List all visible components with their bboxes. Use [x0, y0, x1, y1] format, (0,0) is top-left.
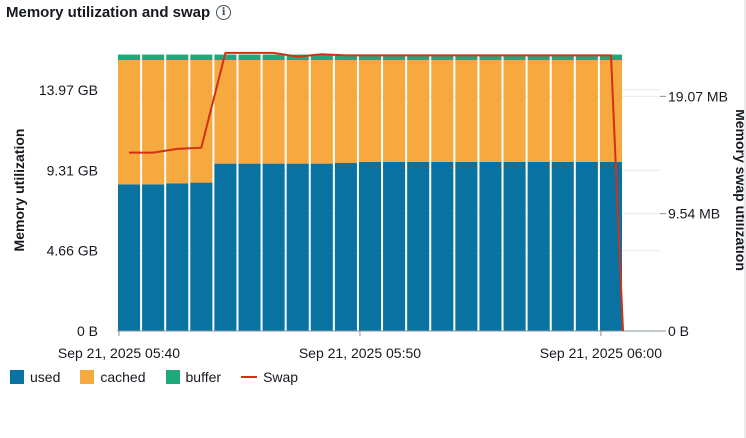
- y-tick-label: 0 B: [77, 323, 98, 339]
- y2-tick-label: 9.54 MB: [668, 206, 720, 222]
- y-tick-label: 9.31 GB: [47, 162, 98, 178]
- legend-swatch-buffer: [165, 370, 180, 384]
- y2-tick-label: 19.07 MB: [668, 88, 728, 104]
- bar-used: [358, 161, 382, 331]
- bar-used: [383, 161, 406, 331]
- bar-cached: [118, 60, 141, 185]
- bar-cached: [310, 60, 333, 164]
- legend-item-swap[interactable]: Swap: [241, 369, 298, 385]
- widget-title: Memory utilization and swap i: [6, 4, 232, 21]
- bar-buffer: [551, 54, 574, 61]
- bar-used: [166, 183, 189, 331]
- swap-line: [129, 51, 624, 332]
- legend-label-buffer: buffer: [185, 369, 222, 385]
- bar-used: [118, 184, 141, 331]
- bar-used: [455, 161, 478, 331]
- bar-used: [551, 161, 574, 331]
- bar-buffer: [527, 54, 550, 61]
- bar-cached: [286, 60, 309, 164]
- y2-axis-title: Memory swap utilization: [733, 109, 746, 271]
- bar-cached: [527, 60, 550, 162]
- bar-buffer: [575, 54, 598, 61]
- bar-used: [262, 163, 285, 331]
- info-icon[interactable]: i: [216, 5, 232, 20]
- bar-buffer: [190, 54, 213, 61]
- legend-item-used[interactable]: used: [10, 369, 60, 385]
- legend-label-swap: Swap: [263, 369, 299, 385]
- y-tick-label: 4.66 GB: [47, 243, 98, 259]
- bar-cached: [431, 60, 454, 162]
- bar-used: [190, 182, 213, 331]
- bar-buffer: [142, 54, 165, 61]
- y-tick-label: 13.97 GB: [39, 82, 98, 98]
- chart-legend: used cached buffer Swap: [10, 369, 318, 385]
- bar-used: [334, 162, 357, 331]
- x-tick-label: Sep 21, 2025 06:00: [540, 345, 662, 361]
- bar-cached: [551, 60, 574, 162]
- bar-used: [407, 161, 430, 331]
- bar-buffer: [166, 54, 189, 61]
- bar-used: [575, 161, 598, 331]
- bar-used: [431, 161, 454, 331]
- y2-tick-label: 0 B: [668, 323, 689, 339]
- bar-buffer: [310, 54, 333, 61]
- bar-cached: [238, 60, 261, 164]
- bar-cached: [407, 60, 430, 162]
- bar-cached: [142, 60, 165, 185]
- bar-buffer: [479, 54, 502, 61]
- bar-cached: [358, 60, 382, 162]
- bar-cached: [262, 60, 285, 164]
- bar-cached: [599, 60, 622, 162]
- bar-buffer: [455, 54, 478, 61]
- bar-cached: [455, 60, 478, 162]
- widget-title-text: Memory utilization and swap: [6, 4, 211, 21]
- bar-used: [238, 163, 261, 331]
- bar-buffer: [214, 54, 237, 61]
- bar-buffer: [431, 54, 454, 61]
- bar-buffer: [118, 54, 141, 61]
- bar-used: [527, 161, 550, 331]
- bar-cached: [575, 60, 598, 162]
- bar-cached: [166, 60, 189, 184]
- y-axis-title: Memory utilization: [11, 129, 27, 252]
- bar-buffer: [262, 54, 285, 61]
- bar-cached: [190, 60, 213, 183]
- legend-swatch-used: [10, 370, 24, 384]
- bar-cached: [334, 60, 357, 163]
- bar-buffer: [407, 54, 430, 61]
- x-tick-label: Sep 21, 2025 05:40: [58, 345, 180, 361]
- bar-used: [214, 163, 237, 331]
- x-tick-label: Sep 21, 2025 05:50: [299, 345, 421, 361]
- bar-cached: [503, 60, 526, 162]
- legend-swatch-swap: [241, 376, 258, 378]
- bar-used: [286, 163, 309, 331]
- panel-divider: [744, 0, 746, 438]
- bar-buffer: [238, 54, 261, 61]
- bar-used: [142, 184, 165, 331]
- bar-cached: [479, 60, 502, 162]
- bar-used: [503, 161, 526, 331]
- legend-item-buffer[interactable]: buffer: [165, 369, 222, 385]
- bar-buffer: [503, 54, 526, 61]
- bar-used: [479, 161, 502, 331]
- bar-buffer: [334, 54, 357, 61]
- bar-buffer: [358, 54, 382, 61]
- legend-label-cached: cached: [100, 369, 146, 385]
- legend-label-used: used: [30, 369, 61, 385]
- bar-cached: [383, 60, 406, 162]
- bar-used: [599, 161, 622, 331]
- legend-item-cached[interactable]: cached: [80, 369, 146, 385]
- legend-swatch-cached: [80, 370, 95, 384]
- bar-cached: [214, 60, 237, 164]
- bar-buffer: [383, 54, 406, 61]
- bar-used: [310, 163, 333, 331]
